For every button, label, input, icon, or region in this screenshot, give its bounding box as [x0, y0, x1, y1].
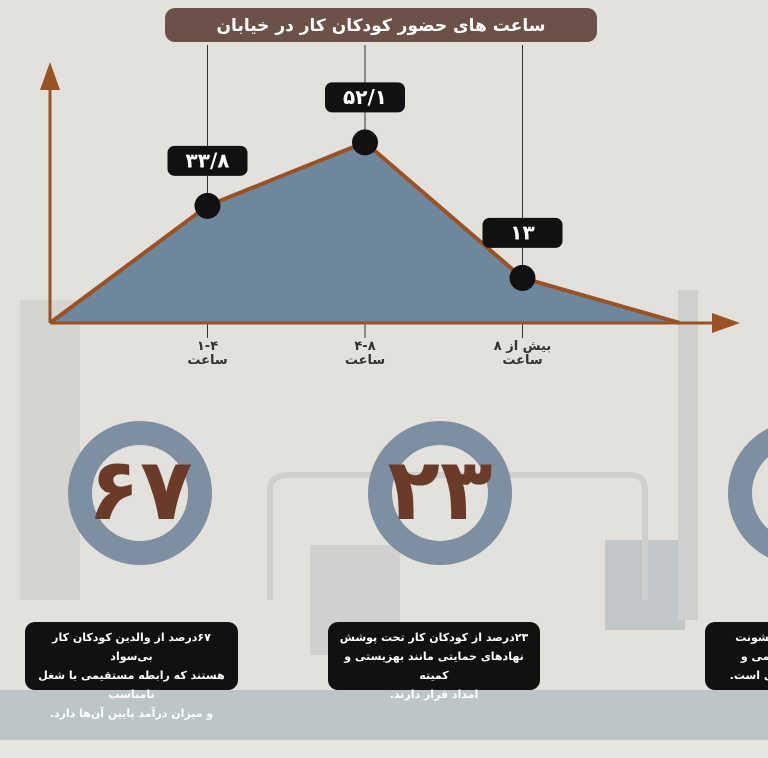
- infographic: ساعت های حضور کودکان کار در خیابان ۳۳/۸ ۵…: [0, 0, 768, 758]
- y-arrow: [40, 62, 60, 90]
- stat-card: قه خشونت جسمی و ب زنی است.: [705, 622, 768, 690]
- point: [510, 265, 536, 291]
- floor: [0, 740, 768, 758]
- value-label: ۵۲/۱: [343, 85, 387, 109]
- x-tick-label: بیش از ۸ ساعت: [463, 340, 583, 368]
- chimney: [678, 290, 698, 620]
- stat-number: ۶۷: [70, 445, 210, 535]
- stat-card: ۶۷درصد از والدین کودکان کار بی‌سواد هستن…: [25, 622, 238, 690]
- stat-card: ۲۳درصد از کودکان کار تحت پوشش نهادهای حم…: [328, 622, 540, 690]
- point: [195, 193, 221, 219]
- chart-title: ساعت های حضور کودکان کار در خیابان: [217, 16, 546, 36]
- x-tick-label: ۱-۴ ساعت: [148, 340, 268, 368]
- x-tick-label: ۴-۸ ساعت: [305, 340, 425, 368]
- stat-ring: [740, 433, 768, 553]
- x-arrow: [712, 313, 740, 333]
- plot: ۳۳/۸ ۵۲/۱ ۱۳: [40, 45, 740, 338]
- point: [352, 129, 378, 155]
- value-label: ۳۳/۸: [186, 148, 230, 172]
- stat-number: ۲۳: [370, 445, 510, 535]
- value-label: ۱۳: [510, 220, 534, 244]
